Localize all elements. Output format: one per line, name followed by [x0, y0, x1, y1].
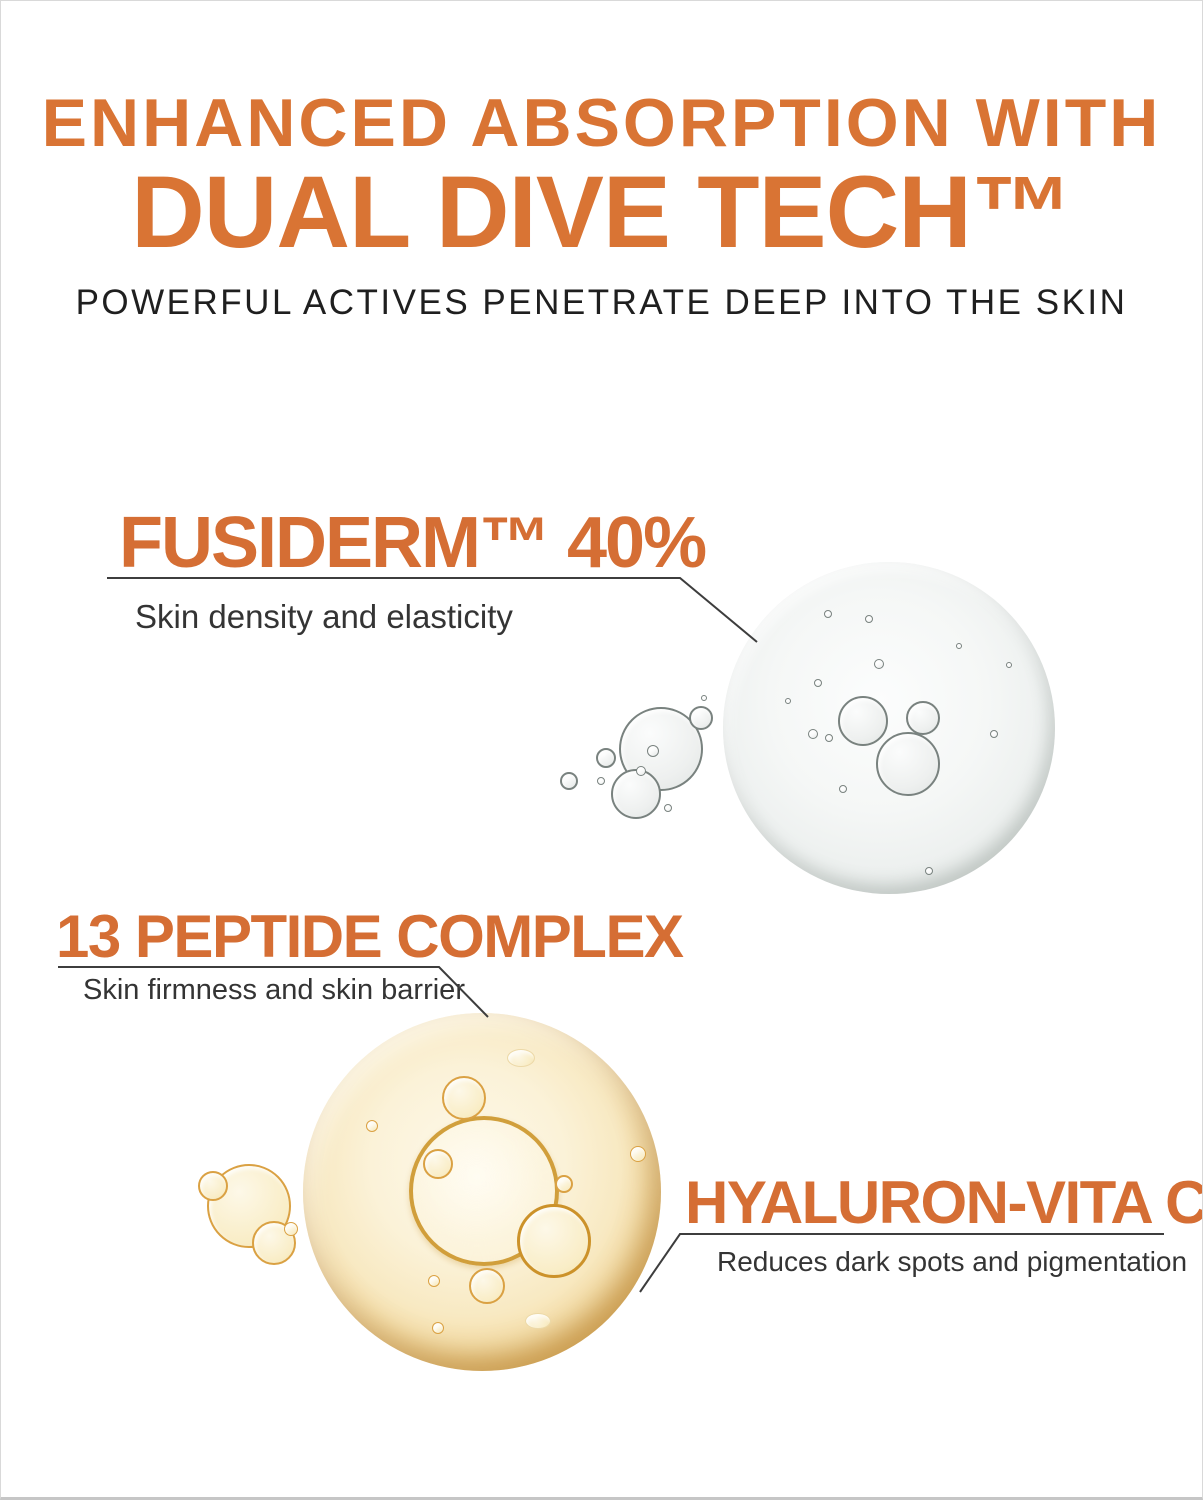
gold-micro-droplet — [366, 1120, 378, 1132]
gold-inner-droplet — [442, 1076, 486, 1120]
clear-micro-droplet — [664, 804, 672, 812]
clear-cluster-bubble — [560, 772, 578, 790]
clear-micro-droplet — [785, 698, 791, 704]
clear-micro-droplet — [825, 734, 833, 742]
clear-micro-droplet — [865, 615, 873, 623]
clear-micro-droplet — [824, 610, 832, 618]
clear-micro-droplet — [814, 679, 822, 687]
clear-micro-droplet — [990, 730, 998, 738]
clear-micro-droplet — [874, 659, 884, 669]
peptide-description: Skin firmness and skin barrier — [83, 974, 465, 1006]
clear-inner-droplet — [838, 696, 888, 746]
clear-serum-bubble — [723, 562, 1055, 894]
gold-cluster-bubble — [198, 1171, 228, 1201]
clear-micro-droplet — [956, 643, 962, 649]
clear-micro-droplet — [1006, 662, 1012, 668]
clear-cluster-bubble — [689, 706, 713, 730]
clear-micro-droplet — [636, 766, 646, 776]
clear-cluster-bubble — [596, 748, 616, 768]
clear-micro-droplet — [839, 785, 847, 793]
clear-micro-droplet — [597, 777, 605, 785]
clear-micro-droplet — [808, 729, 818, 739]
gold-inner-droplet — [423, 1149, 453, 1179]
peptide-title: 13 PEPTIDE COMPLEX — [56, 903, 684, 970]
fusiderm-title: FUSIDERM™ 40% — [119, 503, 707, 583]
hyaluron-title: HYALURON-VITA C — [685, 1169, 1203, 1236]
gold-micro-droplet — [630, 1146, 646, 1162]
gold-micro-droplet — [507, 1049, 535, 1067]
gold-inner-droplet — [517, 1204, 591, 1278]
headline-line2: DUAL DIVE TECH™ — [131, 155, 1073, 269]
fusiderm-description: Skin density and elasticity — [135, 598, 513, 635]
clear-micro-droplet — [647, 745, 659, 757]
headline-subtitle: POWERFUL ACTIVES PENETRATE DEEP INTO THE… — [75, 283, 1128, 322]
headline-line1: ENHANCED ABSORPTION WITH — [41, 85, 1162, 161]
gold-micro-droplet — [428, 1275, 440, 1287]
gold-inner-droplet — [469, 1268, 505, 1304]
clear-micro-droplet — [925, 867, 933, 875]
hyaluron-description: Reduces dark spots and pigmentation — [717, 1246, 1188, 1277]
clear-inner-droplet — [876, 732, 940, 796]
gold-micro-droplet — [432, 1322, 444, 1334]
clear-micro-droplet — [701, 695, 707, 701]
clear-inner-droplet — [906, 701, 940, 735]
clear-cluster-bubble — [611, 769, 661, 819]
gold-micro-droplet — [525, 1313, 551, 1329]
gold-cluster-bubble — [284, 1222, 298, 1236]
gold-inner-droplet — [555, 1175, 573, 1193]
